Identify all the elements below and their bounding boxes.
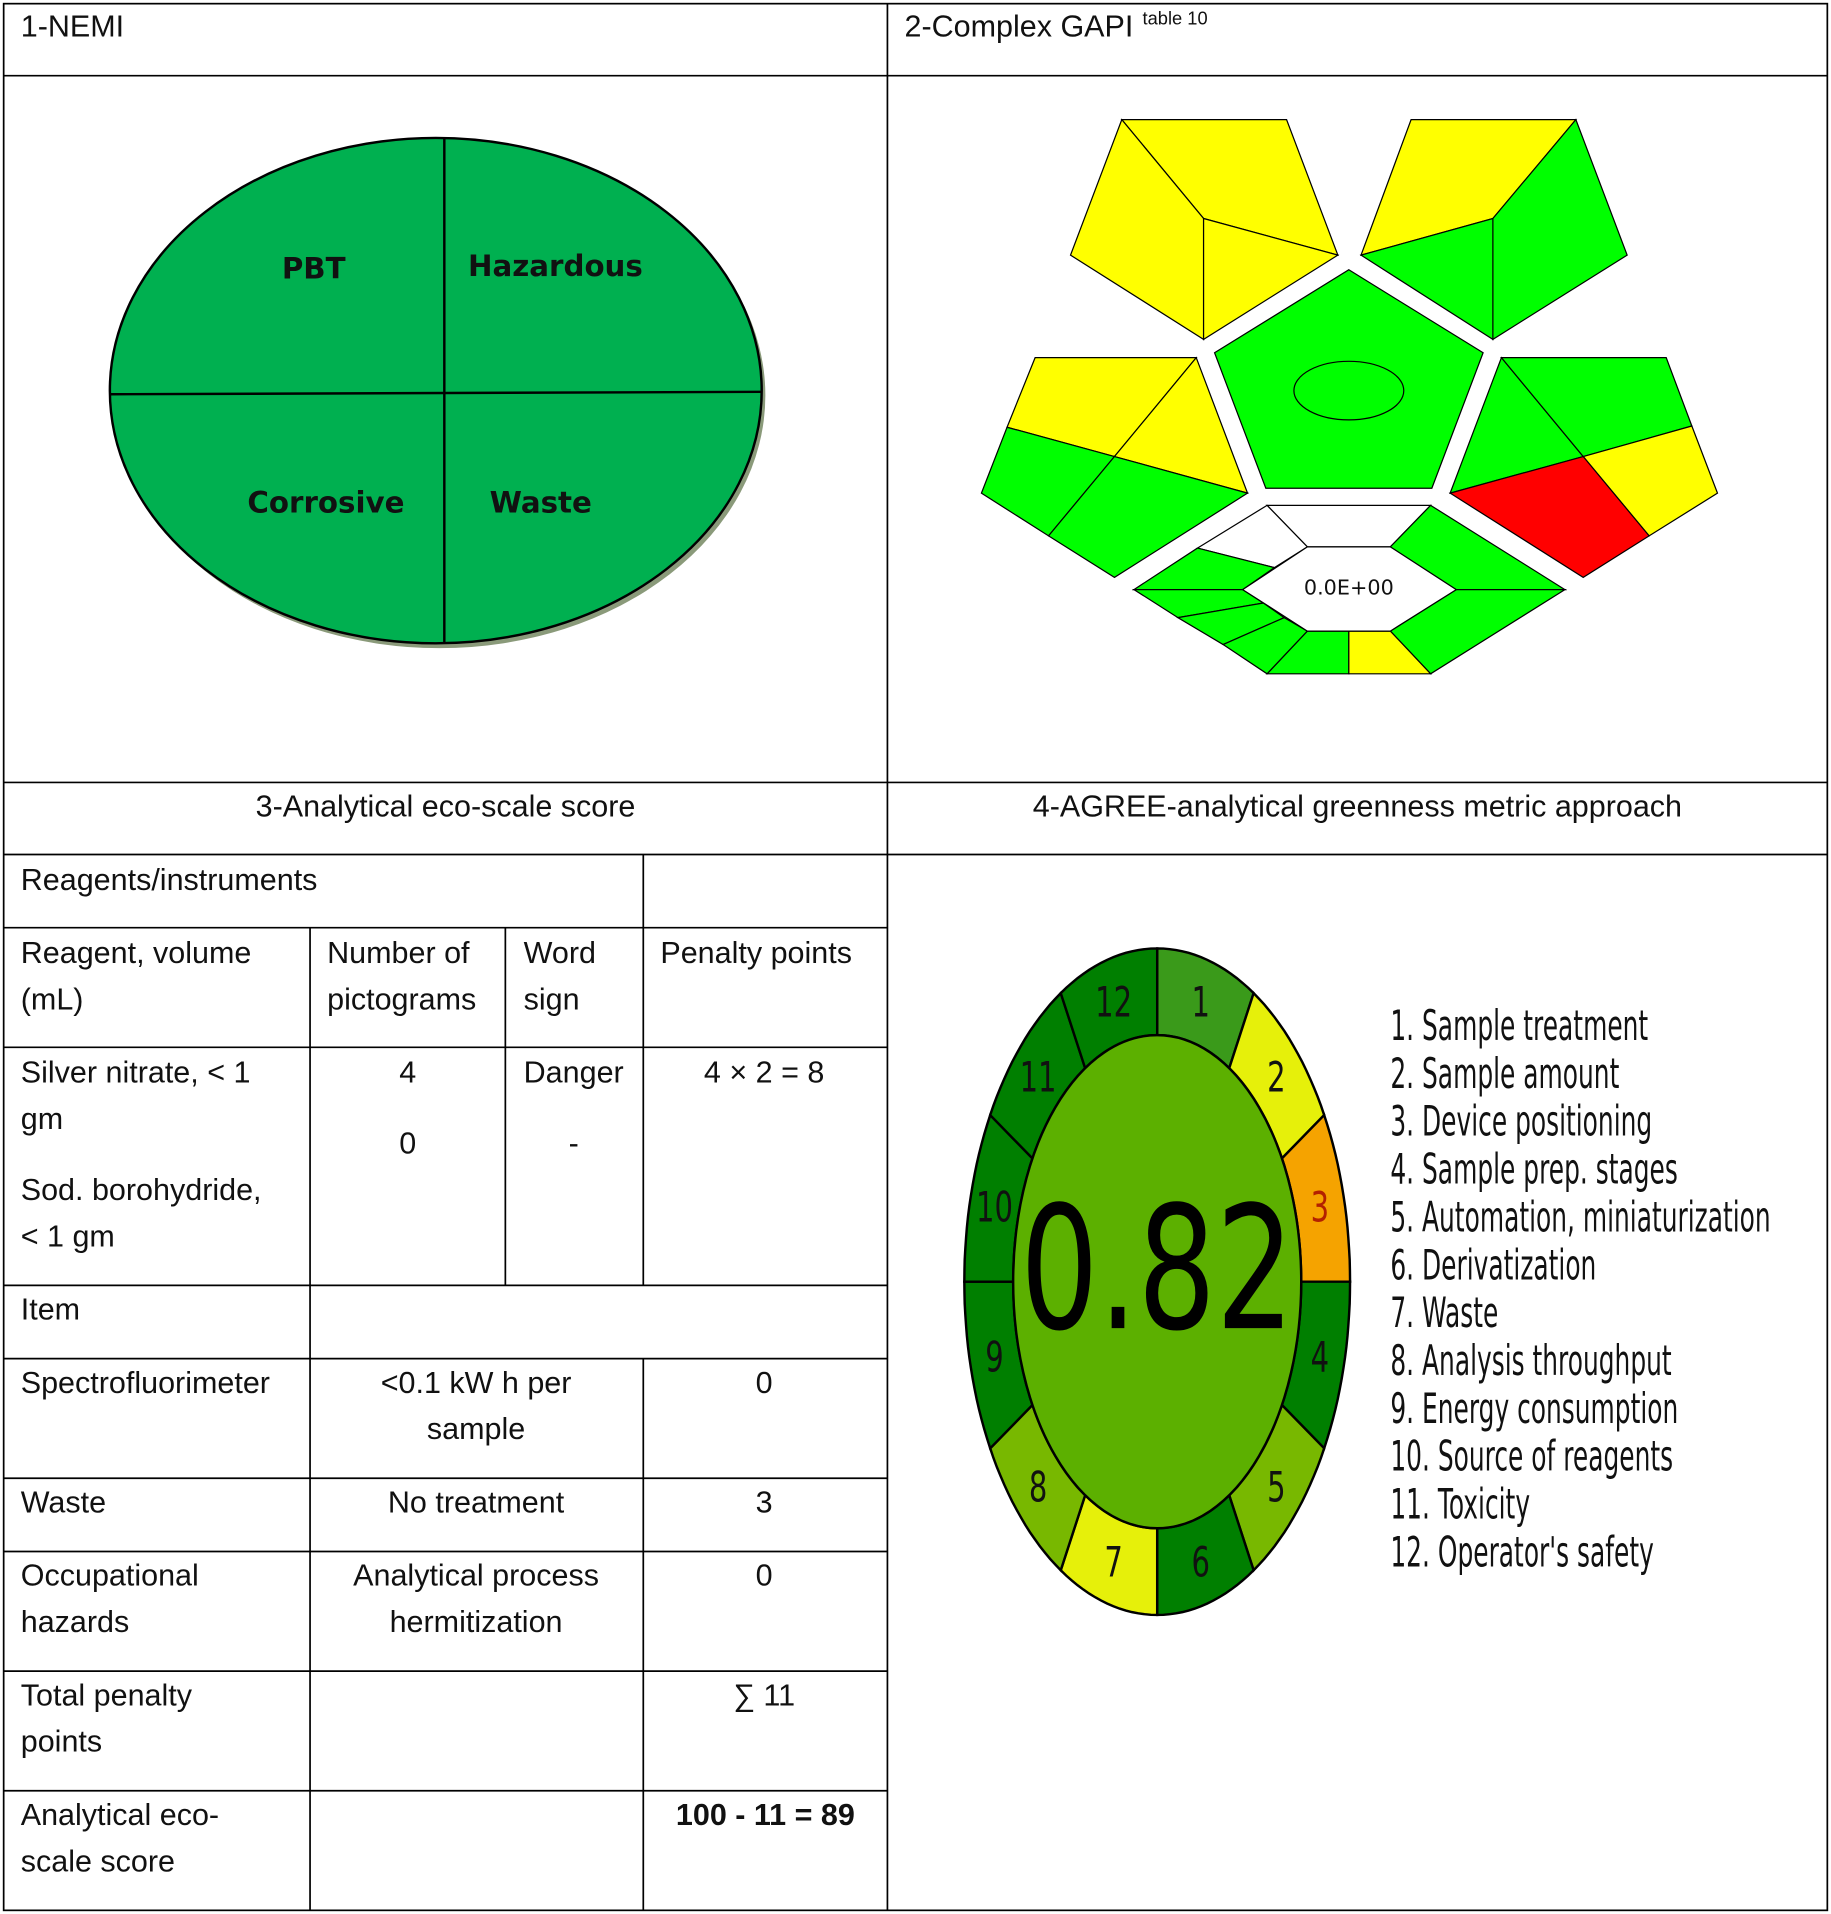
reagent-name: gm: [21, 1102, 63, 1136]
reagent-name: < 1 gm: [21, 1219, 115, 1253]
agree-legend-item: 7. Waste: [1390, 1290, 1498, 1339]
col-pictograms: Number of: [327, 936, 470, 970]
nemi-hazardous: Hazardous: [468, 249, 643, 283]
nemi-waste: Waste: [490, 486, 592, 520]
gapi-title: 2-Complex GAPI: [905, 10, 1134, 44]
row-penalty: 3: [756, 1485, 773, 1519]
reagent-pictograms: 4: [399, 1056, 416, 1090]
agree-segment-label: 10: [976, 1184, 1013, 1232]
agree-score: 0.82: [1020, 1171, 1294, 1370]
agree-legend-item: 4. Sample prep. stages: [1390, 1146, 1677, 1195]
agree-legend-item: 2. Sample amount: [1390, 1050, 1619, 1099]
row-name: Occupational: [21, 1559, 199, 1593]
row-name: Spectrofluorimeter: [21, 1366, 270, 1400]
row-name: points: [21, 1725, 102, 1759]
row-penalty: 0: [756, 1559, 773, 1593]
nemi-corrosive: Corrosive: [247, 486, 404, 520]
reagent-name: Silver nitrate, < 1: [21, 1056, 251, 1090]
row-detail: hermitization: [390, 1605, 563, 1639]
gapi-center: [1213, 269, 1484, 489]
row-detail: No treatment: [388, 1485, 565, 1519]
gapi-tr-c: [1359, 217, 1494, 341]
agree-legend-item: 5. Automation, miniaturization: [1390, 1194, 1770, 1243]
col-penalty: Penalty points: [660, 936, 852, 970]
row-detail: Analytical process: [353, 1559, 599, 1593]
agree-legend-item: 12. Operator's safety: [1390, 1529, 1653, 1578]
row-detail: sample: [427, 1412, 525, 1446]
total-penalty: ∑ 11: [733, 1678, 795, 1712]
agree-legend-item: 1. Sample treatment: [1390, 1002, 1648, 1051]
agree-segment-label: 11: [1020, 1054, 1057, 1102]
reagent-word: Danger: [524, 1056, 624, 1090]
agree-segment-label: 12: [1095, 979, 1132, 1027]
eco-scale-table: Reagents/instruments Reagent, volume (mL…: [21, 863, 855, 1878]
nemi-title: 1-NEMI: [21, 10, 124, 44]
agree-segment-label: 3: [1311, 1184, 1329, 1232]
row-name: scale score: [21, 1844, 175, 1878]
col-reagent: (mL): [21, 982, 84, 1016]
gapi-tl-c: [1202, 217, 1340, 341]
reagent-name: Sod. borohydride,: [21, 1173, 262, 1207]
agree-title: 4-AGREE-analytical greenness metric appr…: [1033, 790, 1682, 824]
agree-segment-label: 4: [1311, 1334, 1329, 1382]
row-name: Analytical eco-: [21, 1798, 219, 1832]
agree-segment-label: 5: [1267, 1464, 1285, 1512]
agree-legend-item: 9. Energy consumption: [1390, 1385, 1678, 1434]
gapi-r-d: [1448, 455, 1651, 579]
item-header: Item: [21, 1293, 80, 1327]
gapi-center-value: 0.0E+00: [1304, 575, 1394, 599]
gapi-pictogram: 0.0E+00: [980, 118, 1719, 675]
agree-segment-label: 8: [1029, 1464, 1047, 1512]
col-word-sign: Word: [524, 936, 596, 970]
col-word-sign: sign: [524, 982, 580, 1016]
col-reagent: Reagent, volume: [21, 936, 252, 970]
agree-legend-item: 8. Analysis throughput: [1390, 1337, 1671, 1386]
row-penalty: 0: [756, 1366, 773, 1400]
nemi-pbt: PBT: [282, 251, 346, 285]
agree-segment-label: 9: [985, 1334, 1003, 1382]
agree-segment-label: 2: [1267, 1054, 1285, 1102]
agree-center: [1011, 1033, 1303, 1530]
reagent-penalty: 4 × 2 = 8: [704, 1056, 824, 1090]
row-detail: <0.1 kW h per: [381, 1366, 572, 1400]
reagents-header: Reagents/instruments: [21, 863, 318, 897]
agree-segment-label: 7: [1104, 1539, 1122, 1587]
gapi-l-d: [1047, 455, 1250, 579]
reagent-pictograms: 0: [399, 1127, 416, 1161]
reagent-word: -: [569, 1127, 579, 1161]
row-name: Total penalty: [21, 1678, 193, 1712]
agree-legend-item: 3. Device positioning: [1390, 1098, 1652, 1147]
agree-legend-item: 6. Derivatization: [1390, 1242, 1596, 1291]
eco-scale-title: 3-Analytical eco-scale score: [256, 790, 636, 824]
gapi-reference: table 10: [1143, 7, 1208, 28]
col-pictograms: pictograms: [327, 982, 476, 1016]
gapi-b-inner: [1241, 546, 1458, 632]
agree-segment-label: 1: [1192, 979, 1210, 1027]
agree-segment-label: 6: [1192, 1539, 1210, 1587]
nemi-pictogram: PBT Hazardous Corrosive Waste: [108, 136, 766, 649]
agree-legend-item: 11. Toxicity: [1390, 1481, 1530, 1530]
row-name: hazards: [21, 1605, 130, 1639]
eco-scale-score: 100 - 11 = 89: [676, 1798, 855, 1832]
agree-legend-item: 10. Source of reagents: [1390, 1433, 1673, 1482]
row-name: Waste: [21, 1485, 106, 1519]
